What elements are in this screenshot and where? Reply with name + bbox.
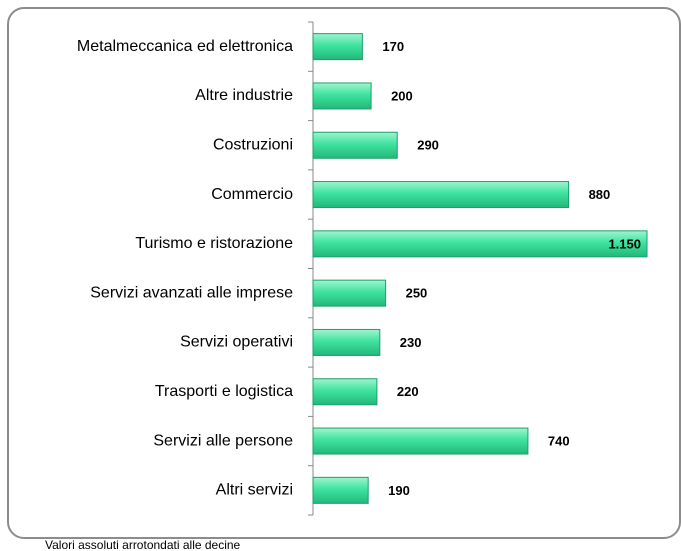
- value-label: 220: [397, 384, 419, 399]
- category-label: Servizi avanzati alle imprese: [90, 284, 293, 301]
- category-label: Metalmeccanica ed elettronica: [77, 38, 293, 55]
- bar: [312, 427, 529, 455]
- category-label: Servizi alle persone: [153, 432, 293, 449]
- category-label: Altri servizi: [216, 482, 293, 499]
- bar: [312, 33, 363, 61]
- value-label: 290: [417, 138, 439, 153]
- category-label: Altre industrie: [195, 87, 293, 104]
- footnote: Valori assoluti arrotondati alle decine: [45, 538, 241, 551]
- value-label: 170: [382, 39, 404, 54]
- bar: [312, 328, 381, 356]
- chart-frame: [7, 7, 681, 539]
- category-label: Servizi operativi: [180, 334, 293, 351]
- bar: [312, 378, 378, 406]
- value-label: 250: [406, 286, 428, 301]
- bar: [312, 279, 387, 307]
- value-label: 190: [388, 483, 410, 498]
- value-label: 1.150: [608, 236, 641, 251]
- bar: [312, 131, 398, 159]
- bar: [312, 476, 369, 504]
- category-label: Trasporti e logistica: [155, 383, 293, 400]
- category-label: Commercio: [211, 186, 293, 203]
- bar: [312, 181, 570, 209]
- value-label: 230: [400, 335, 422, 350]
- bar: [312, 82, 372, 110]
- bar: [312, 230, 648, 258]
- value-label: 200: [391, 88, 413, 103]
- value-label: 740: [548, 433, 570, 448]
- category-label: Turismo e ristorazione: [135, 235, 293, 252]
- value-label: 880: [589, 187, 611, 202]
- category-label: Costruzioni: [213, 136, 293, 153]
